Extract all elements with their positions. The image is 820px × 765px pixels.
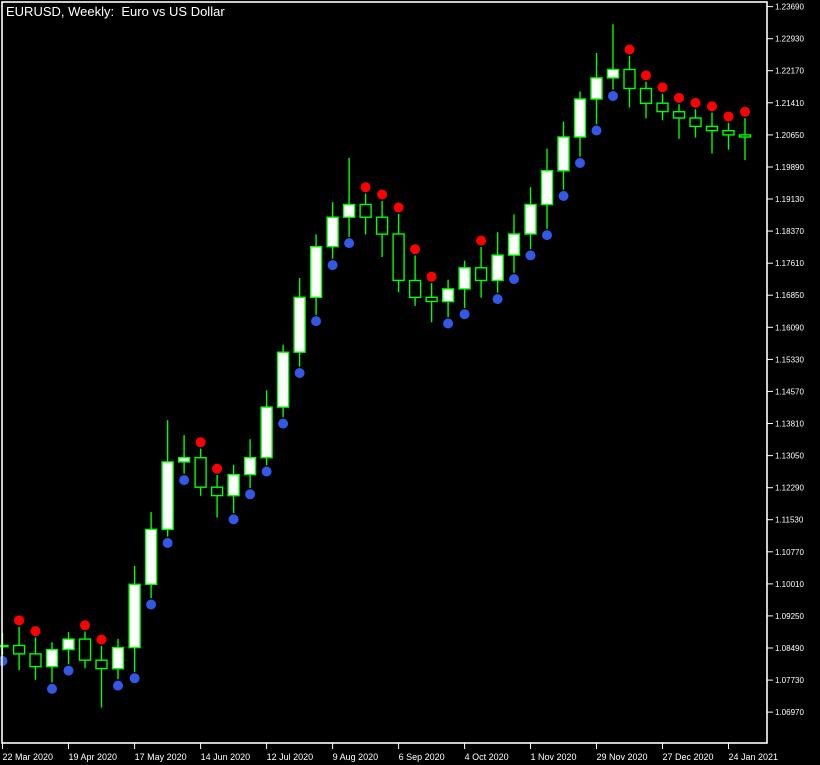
svg-text:1.08490: 1.08490: [775, 644, 804, 653]
svg-text:1.11530: 1.11530: [775, 516, 804, 525]
svg-text:1.13810: 1.13810: [775, 420, 804, 429]
svg-text:1.16850: 1.16850: [775, 291, 804, 300]
svg-text:4 Oct 2020: 4 Oct 2020: [465, 752, 509, 762]
svg-text:14 Jun 2020: 14 Jun 2020: [201, 752, 251, 762]
svg-text:1.06970: 1.06970: [775, 708, 804, 717]
svg-text:29 Nov 2020: 29 Nov 2020: [597, 752, 648, 762]
svg-text:9 Aug 2020: 9 Aug 2020: [333, 752, 379, 762]
svg-text:1.09250: 1.09250: [775, 612, 804, 621]
svg-text:17 May 2020: 17 May 2020: [135, 752, 187, 762]
svg-text:1.23690: 1.23690: [775, 3, 804, 12]
svg-text:27 Dec 2020: 27 Dec 2020: [663, 752, 714, 762]
svg-text:1.20650: 1.20650: [775, 131, 804, 140]
svg-text:1.10770: 1.10770: [775, 548, 804, 557]
svg-text:24 Jan 2021: 24 Jan 2021: [729, 752, 779, 762]
svg-text:1.21410: 1.21410: [775, 99, 804, 108]
svg-text:1.19890: 1.19890: [775, 163, 804, 172]
svg-text:1.15330: 1.15330: [775, 355, 804, 364]
svg-text:1.22930: 1.22930: [775, 35, 804, 44]
svg-text:6 Sep 2020: 6 Sep 2020: [399, 752, 445, 762]
svg-text:1.19130: 1.19130: [775, 195, 804, 204]
svg-text:1.16090: 1.16090: [775, 323, 804, 332]
svg-text:1.12290: 1.12290: [775, 484, 804, 493]
svg-text:19 Apr 2020: 19 Apr 2020: [69, 752, 118, 762]
svg-text:1.13050: 1.13050: [775, 452, 804, 461]
svg-text:12 Jul 2020: 12 Jul 2020: [267, 752, 314, 762]
svg-text:22 Mar 2020: 22 Mar 2020: [3, 752, 54, 762]
svg-text:1.10010: 1.10010: [775, 580, 804, 589]
svg-text:1 Nov 2020: 1 Nov 2020: [531, 752, 577, 762]
svg-text:1.22170: 1.22170: [775, 67, 804, 76]
svg-text:1.14570: 1.14570: [775, 387, 804, 396]
svg-text:1.17610: 1.17610: [775, 259, 804, 268]
svg-text:1.18370: 1.18370: [775, 227, 804, 236]
svg-text:1.07730: 1.07730: [775, 676, 804, 685]
